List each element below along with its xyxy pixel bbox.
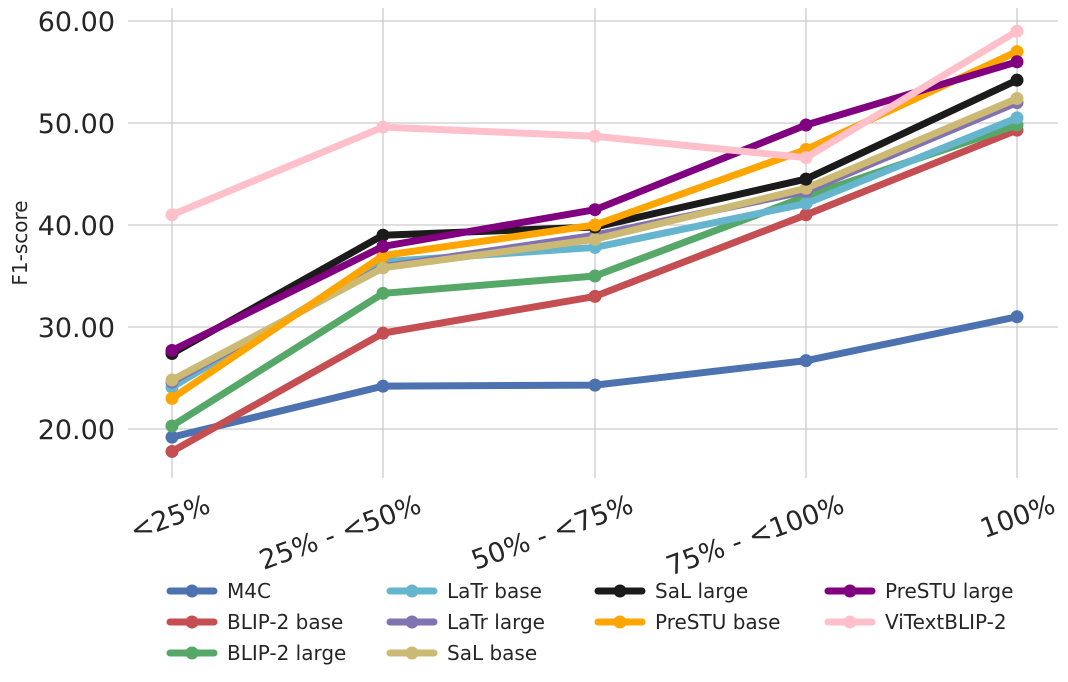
data-point [1010, 111, 1024, 125]
data-point [588, 232, 602, 246]
series-blip-2-base [165, 123, 1024, 458]
data-point [588, 269, 602, 283]
legend-marker [405, 584, 419, 598]
legend-label: LaTr large [447, 610, 545, 634]
data-point [588, 218, 602, 232]
legend-marker [613, 584, 627, 598]
data-point [799, 181, 813, 195]
data-point [799, 208, 813, 222]
legend-marker [843, 615, 857, 629]
data-point [799, 354, 813, 368]
data-point [1010, 92, 1024, 106]
legend-item: LaTr base [386, 579, 542, 603]
legend-marker [185, 615, 199, 629]
legend-marker [405, 615, 419, 629]
data-point [588, 129, 602, 143]
legend-label: PreSTU base [655, 610, 780, 634]
data-point [1010, 310, 1024, 324]
legend-marker [613, 615, 627, 629]
data-point [376, 326, 390, 340]
y-tick-label: 50.00 [38, 109, 115, 140]
y-tick-label: 20.00 [38, 415, 115, 446]
legend-item: BLIP-2 base [166, 610, 343, 634]
legend-item: SaL large [594, 579, 748, 603]
legend: M4C BLIP-2 base BLIP-2 large LaTr base LaTr … [166, 579, 1013, 665]
data-point [376, 120, 390, 134]
legend-label: LaTr base [447, 579, 542, 603]
data-point [165, 430, 179, 444]
y-tick-label: 40.00 [38, 211, 115, 242]
data-point [799, 197, 813, 211]
legend-item: PreSTU large [824, 579, 1013, 603]
legend-item: ViTextBLIP-2 [824, 610, 1007, 634]
data-point [1010, 24, 1024, 38]
data-point [799, 118, 813, 132]
legend-label: ViTextBLIP-2 [885, 610, 1007, 634]
legend-label: BLIP-2 large [227, 641, 346, 665]
legend-item: SaL base [386, 641, 537, 665]
x-tick-label: <25% [126, 489, 214, 546]
x-axis: <25% 25% - <50% 50% - <75% 75% - <100% 100% [126, 489, 1059, 582]
y-axis: 20.00 30.00 40.00 50.00 60.00 [38, 7, 115, 446]
data-point [165, 343, 179, 357]
data-point [165, 208, 179, 222]
x-tick-label: 75% - <100% [662, 489, 848, 582]
data-point [376, 249, 390, 263]
legend-marker [405, 646, 419, 660]
legend-marker [185, 646, 199, 660]
data-point [165, 391, 179, 405]
data-point [588, 203, 602, 217]
x-tick-label: 25% - <50% [255, 489, 425, 576]
data-point [165, 444, 179, 458]
y-tick-label: 60.00 [38, 7, 115, 38]
series-vitextblip-2 [165, 24, 1024, 222]
series-m4c [165, 310, 1024, 444]
data-point [1010, 73, 1024, 87]
y-axis-label: F1-score [8, 200, 32, 285]
x-tick-label: 100% [976, 489, 1059, 545]
data-point [376, 261, 390, 275]
x-tick-label: 50% - <75% [467, 489, 637, 576]
data-point [1010, 45, 1024, 59]
data-point [165, 419, 179, 433]
legend-label: SaL large [655, 579, 748, 603]
data-point [588, 289, 602, 303]
legend-label: BLIP-2 base [227, 610, 343, 634]
legend-item: PreSTU base [594, 610, 780, 634]
y-tick-label: 30.00 [38, 313, 115, 344]
data-point [376, 286, 390, 300]
legend-item: M4C [166, 579, 271, 603]
legend-label: SaL base [447, 641, 537, 665]
data-point [376, 239, 390, 253]
data-point [588, 378, 602, 392]
legend-item: BLIP-2 large [166, 641, 346, 665]
legend-item: LaTr large [386, 610, 545, 634]
data-point [799, 151, 813, 165]
legend-marker [185, 584, 199, 598]
data-point [376, 228, 390, 242]
legend-label: PreSTU large [885, 579, 1013, 603]
legend-label: M4C [227, 579, 271, 603]
legend-marker [843, 584, 857, 598]
data-point [799, 172, 813, 186]
series-prestu-large [165, 55, 1024, 357]
data-point [376, 379, 390, 393]
data-point [1010, 55, 1024, 69]
series [165, 24, 1024, 458]
data-point [165, 373, 179, 387]
